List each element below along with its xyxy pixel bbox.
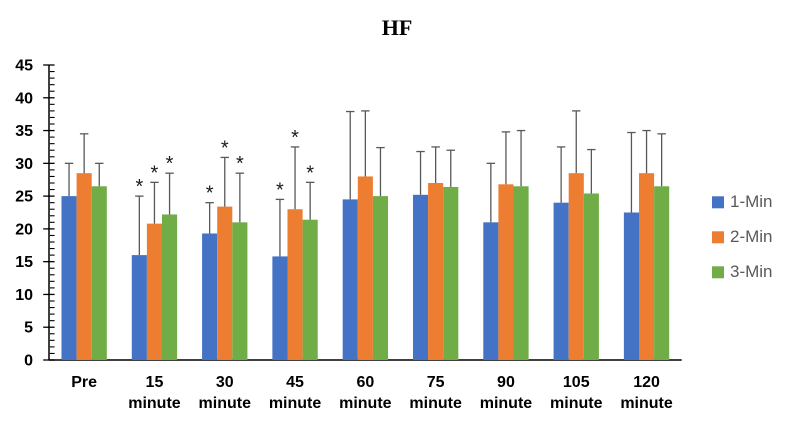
- svg-text:minute: minute: [480, 395, 533, 412]
- svg-text:minute: minute: [199, 395, 252, 412]
- svg-text:minute: minute: [128, 395, 181, 412]
- svg-text:*: *: [135, 176, 143, 198]
- svg-text:minute: minute: [620, 395, 673, 412]
- svg-text:*: *: [151, 162, 159, 184]
- svg-text:30: 30: [216, 374, 234, 391]
- svg-text:30: 30: [15, 156, 33, 173]
- svg-text:15: 15: [146, 374, 164, 391]
- svg-text:Pre: Pre: [71, 374, 97, 391]
- svg-text:*: *: [236, 153, 244, 175]
- svg-text:*: *: [206, 183, 214, 205]
- svg-text:minute: minute: [409, 395, 462, 412]
- svg-text:*: *: [221, 137, 229, 159]
- svg-text:40: 40: [15, 90, 33, 107]
- svg-text:5: 5: [24, 320, 33, 337]
- svg-text:90: 90: [497, 374, 515, 391]
- svg-text:2-Min: 2-Min: [730, 227, 773, 246]
- svg-text:*: *: [166, 153, 174, 175]
- svg-text:25: 25: [15, 189, 33, 206]
- svg-text:75: 75: [427, 374, 445, 391]
- svg-text:45: 45: [15, 58, 33, 75]
- svg-text:105: 105: [563, 374, 590, 391]
- svg-text:minute: minute: [550, 395, 603, 412]
- svg-text:0: 0: [24, 353, 33, 370]
- svg-text:35: 35: [15, 123, 33, 140]
- svg-text:1-Min: 1-Min: [730, 192, 773, 211]
- svg-text:15: 15: [15, 254, 33, 271]
- svg-text:minute: minute: [269, 395, 322, 412]
- svg-text:*: *: [306, 162, 314, 184]
- svg-text:minute: minute: [339, 395, 392, 412]
- svg-text:60: 60: [356, 374, 374, 391]
- svg-text:45: 45: [286, 374, 304, 391]
- svg-text:10: 10: [15, 287, 33, 304]
- svg-text:*: *: [276, 179, 284, 201]
- svg-text:3-Min: 3-Min: [730, 262, 773, 281]
- svg-text:*: *: [291, 127, 299, 149]
- svg-text:20: 20: [15, 221, 33, 238]
- svg-text:120: 120: [633, 374, 660, 391]
- svg-text:HF: HF: [382, 15, 413, 40]
